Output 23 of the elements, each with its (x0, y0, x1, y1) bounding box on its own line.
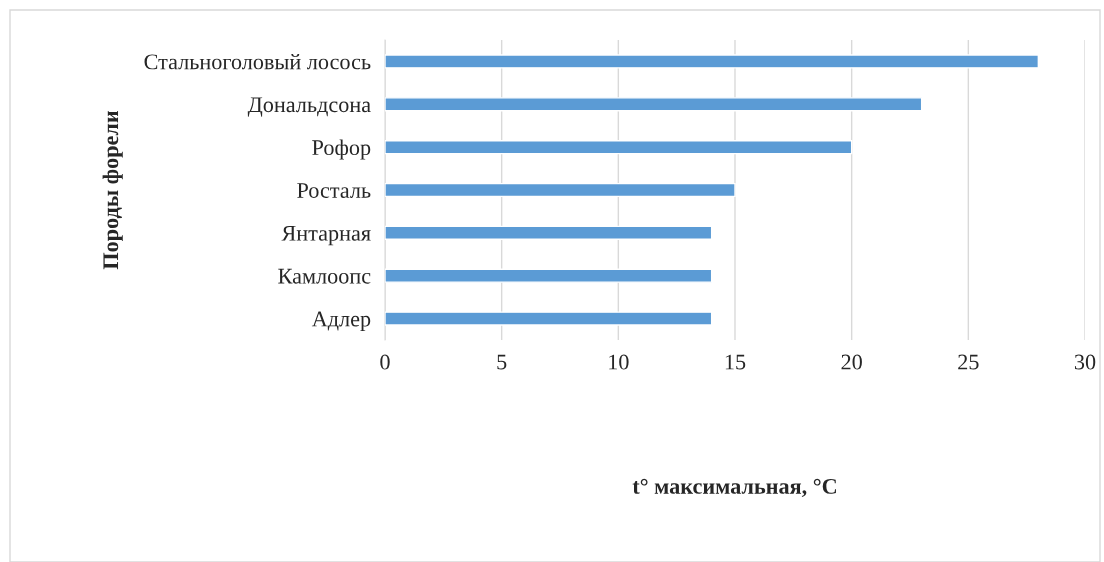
y-tick-label: Стальноголовый лосось (144, 53, 371, 70)
bar (385, 225, 713, 240)
y-tick-label: Янтарная (281, 226, 371, 246)
y-tick-label: Дональдсона (247, 97, 371, 117)
bar (385, 140, 853, 155)
x-tick-label: 15 (725, 354, 746, 370)
bar (385, 97, 923, 112)
x-tick-label: 25 (958, 354, 979, 370)
x-tick-label: 30 (1074, 354, 1096, 370)
bar (385, 311, 713, 326)
bar (385, 54, 1040, 69)
y-axis-title: Породы форели (102, 110, 123, 270)
y-tick-label: Адлер (311, 311, 371, 332)
y-tick-label: Росталь (297, 183, 371, 198)
y-tick-label: Камлоопс (278, 268, 371, 284)
y-tick-label: Рофор (312, 139, 371, 160)
x-tick-label: 0 (380, 354, 390, 370)
x-tick-label: 5 (497, 354, 507, 370)
x-tick-label: 10 (609, 354, 629, 370)
bar (385, 182, 736, 198)
bar (385, 268, 713, 283)
x-axis-title: t° максимальная, °C (632, 478, 836, 498)
x-tick-label: 20 (841, 354, 862, 370)
